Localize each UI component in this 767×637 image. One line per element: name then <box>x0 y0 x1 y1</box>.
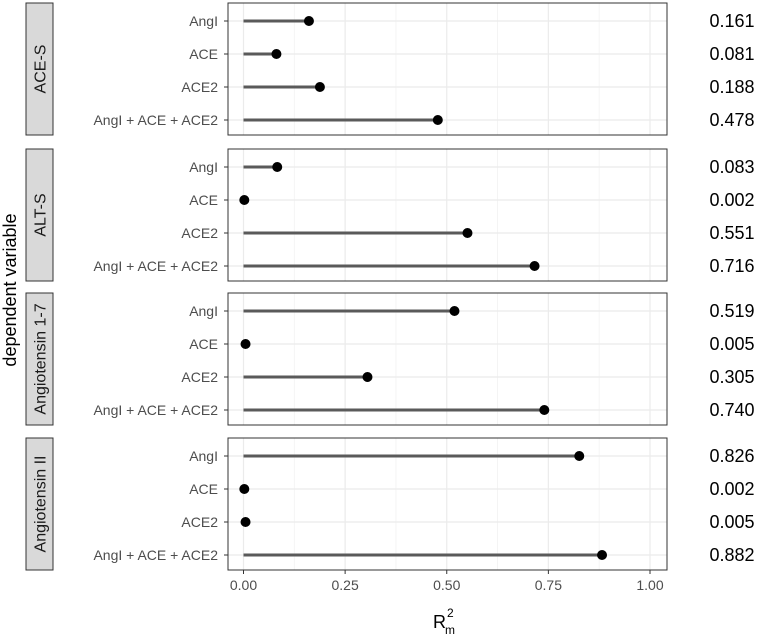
facet-strip <box>25 148 54 282</box>
category-tick-label: AngI + ACE + ACE2 <box>93 547 218 563</box>
x-tick-label: 0.75 <box>535 577 562 593</box>
value-label: 0.161 <box>709 11 754 31</box>
category-tick-label: AngI <box>189 448 218 464</box>
x-axis-title: R m 2 <box>433 606 455 637</box>
lollipop-point <box>303 16 314 26</box>
x-tick-label: 0.25 <box>332 577 359 593</box>
y-axis-title: dependent variable <box>0 213 20 366</box>
facet-strip <box>25 437 54 571</box>
lollipop-point <box>239 484 250 494</box>
panel-border <box>227 437 668 571</box>
x-tick-label: 1.00 <box>636 577 663 593</box>
lollipop-point <box>574 451 585 461</box>
facet-label: ALT-S <box>33 193 50 236</box>
value-label: 0.478 <box>709 110 754 130</box>
lollipop-point <box>240 517 251 527</box>
x-axis-title-main: R <box>433 612 446 632</box>
facet-strip <box>25 2 54 136</box>
panel-background <box>228 3 667 135</box>
value-label: 0.551 <box>709 223 754 243</box>
x-tick-label: 0.00 <box>230 577 257 593</box>
category-tick-label: AngI <box>189 13 218 29</box>
panels: ACE-S AngI 0.161 ACE 0.081 ACE2 0.188 AngI + AC… <box>25 2 755 571</box>
category-tick-label: ACE <box>189 481 218 497</box>
value-label: 0.081 <box>709 44 754 64</box>
lollipop-point <box>462 228 473 238</box>
panel-1: ALT-S AngI 0.083 ACE 0.002 ACE2 0.551 AngI + AC… <box>25 148 755 282</box>
panel-background <box>228 293 667 425</box>
panel-background <box>228 438 667 570</box>
lollipop-point <box>362 372 373 382</box>
panel-3: Angiotensin II AngI 0.826 ACE 0.002 ACE2 0.005… <box>25 437 755 571</box>
category-tick-label: ACE <box>189 336 218 352</box>
panel-2: Angiotensin 1-7 AngI 0.519 ACE 0.005 ACE2 0.30… <box>25 292 755 426</box>
lollipop-point <box>597 550 608 560</box>
category-tick-label: AngI + ACE + ACE2 <box>93 402 218 418</box>
value-label: 0.005 <box>709 334 754 354</box>
category-tick-label: ACE2 <box>181 369 218 385</box>
panel-background <box>228 149 667 281</box>
lollipop-point <box>271 49 282 59</box>
lollipop-point <box>432 115 443 125</box>
category-tick-label: ACE2 <box>181 79 218 95</box>
value-label: 0.188 <box>709 77 754 97</box>
category-tick-label: AngI <box>189 303 218 319</box>
category-tick-label: ACE <box>189 192 218 208</box>
category-tick-label: ACE2 <box>181 225 218 241</box>
facet-label: Angiotensin 1-7 <box>33 303 50 414</box>
value-label: 0.716 <box>709 256 754 276</box>
value-label: 0.083 <box>709 157 754 177</box>
lollipop-point <box>449 306 460 316</box>
value-label: 0.882 <box>709 545 754 565</box>
facet-label: ACE-S <box>33 45 50 94</box>
value-label: 0.519 <box>709 301 754 321</box>
panel-border <box>227 2 668 136</box>
lollipop-point <box>240 339 251 349</box>
value-label: 0.002 <box>709 479 754 499</box>
category-tick-label: AngI + ACE + ACE2 <box>93 258 218 274</box>
lollipop-point <box>539 405 550 415</box>
value-label: 0.005 <box>709 512 754 532</box>
panel-0: ACE-S AngI 0.161 ACE 0.081 ACE2 0.188 AngI + AC… <box>25 2 755 136</box>
facet-label: Angiotensin II <box>33 456 50 553</box>
lollipop-point <box>272 162 283 172</box>
facet-strip <box>25 292 54 426</box>
lollipop-point <box>529 261 540 271</box>
x-axis: 0.00 0.25 0.50 0.75 1.00 <box>230 570 664 593</box>
value-label: 0.305 <box>709 367 754 387</box>
panel-border <box>227 148 668 282</box>
category-tick-label: ACE <box>189 46 218 62</box>
x-tick-label: 0.50 <box>433 577 460 593</box>
lollipop-point <box>239 195 250 205</box>
lollipop-point <box>314 82 325 92</box>
category-tick-label: ACE2 <box>181 514 218 530</box>
category-tick-label: AngI <box>189 159 218 175</box>
panel-border <box>227 292 668 426</box>
value-label: 0.740 <box>709 400 754 420</box>
value-label: 0.826 <box>709 446 754 466</box>
value-label: 0.002 <box>709 190 754 210</box>
x-axis-title-sub: m <box>445 623 455 637</box>
category-tick-label: AngI + ACE + ACE2 <box>93 112 218 128</box>
x-axis-title-sup: 2 <box>447 606 454 620</box>
